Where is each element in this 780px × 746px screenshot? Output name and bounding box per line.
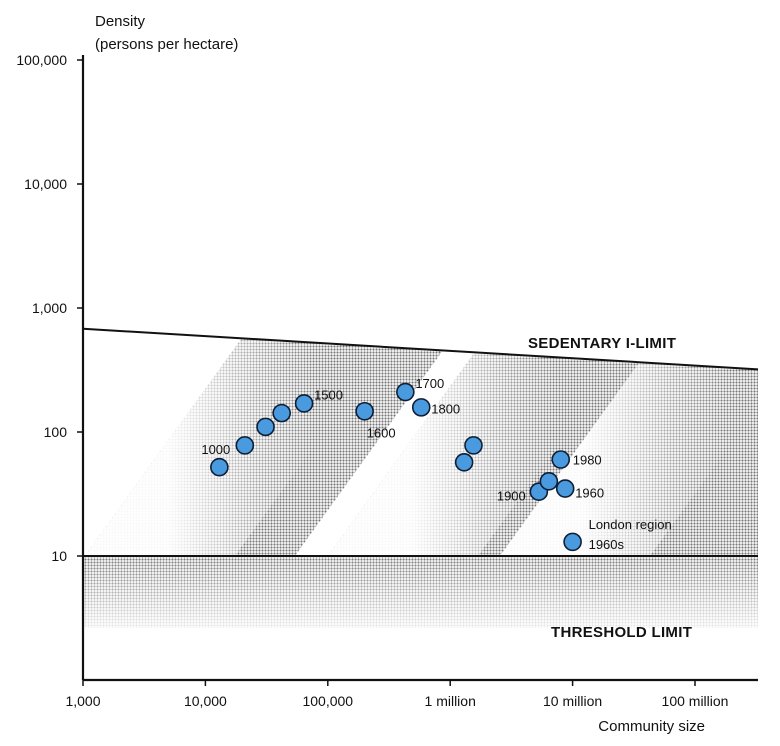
data-point <box>411 398 431 417</box>
point-label: 1000 <box>201 442 230 457</box>
data-point <box>396 382 415 402</box>
data-point <box>563 532 582 552</box>
y-tick-label: 10,000 <box>24 176 67 192</box>
data-point <box>235 436 255 455</box>
y-tick-label: 1,000 <box>32 300 67 316</box>
shaded-band-2 <box>325 328 700 556</box>
point-label: London region <box>589 517 672 532</box>
point-label: 1700 <box>415 376 444 391</box>
point-label: 1800 <box>431 401 460 416</box>
point-label: 1980 <box>573 453 602 468</box>
y-axis-title: Density <box>95 13 146 30</box>
data-point <box>355 401 374 421</box>
point-label: 1500 <box>314 387 343 402</box>
sedentary-limit-label: SEDENTARY I-LIMIT <box>528 335 676 352</box>
y-tick-label: 10 <box>51 548 67 564</box>
data-point <box>464 436 483 455</box>
threshold-band <box>83 555 758 628</box>
shaded-bands <box>83 328 758 556</box>
axes <box>81 55 759 682</box>
data-point <box>272 403 291 423</box>
x-tick-label: 1,000 <box>65 693 100 709</box>
data-point <box>294 394 314 413</box>
data-point <box>210 457 229 477</box>
data-point <box>539 472 559 491</box>
sedentary-limit-line <box>82 327 759 371</box>
x-tick-label: 10,000 <box>184 693 227 709</box>
y-axis-subtitle: (persons per hectare) <box>95 36 238 53</box>
data-point <box>551 450 571 469</box>
point-label: 1960 <box>575 486 604 501</box>
x-axis-title: Community size <box>598 718 705 735</box>
shaded-band-3 <box>497 328 758 556</box>
x-tick-label: 100 million <box>662 693 729 709</box>
x-tick-label: 100,000 <box>302 693 353 709</box>
point-label-line2: 1960s <box>589 537 625 552</box>
threshold-limit-label: THRESHOLD LIMIT <box>551 624 692 641</box>
data-point <box>256 417 275 437</box>
data-point <box>454 452 474 472</box>
point-label: 1900 <box>497 489 526 504</box>
x-tick-label: 10 million <box>543 693 602 709</box>
x-tick-label: 1 million <box>425 693 476 709</box>
point-label: 1600 <box>367 425 396 440</box>
data-points: 1000 1500 1600 1700 1800 1900 1980 1960 London r… <box>201 376 671 552</box>
y-tick-label: 100,000 <box>16 52 67 68</box>
y-tick-label: 100 <box>44 424 68 440</box>
data-point <box>555 479 575 498</box>
tick-labels: 10 100 1,000 10,000 100,000 1,000 10,000 100,00… <box>16 52 728 709</box>
